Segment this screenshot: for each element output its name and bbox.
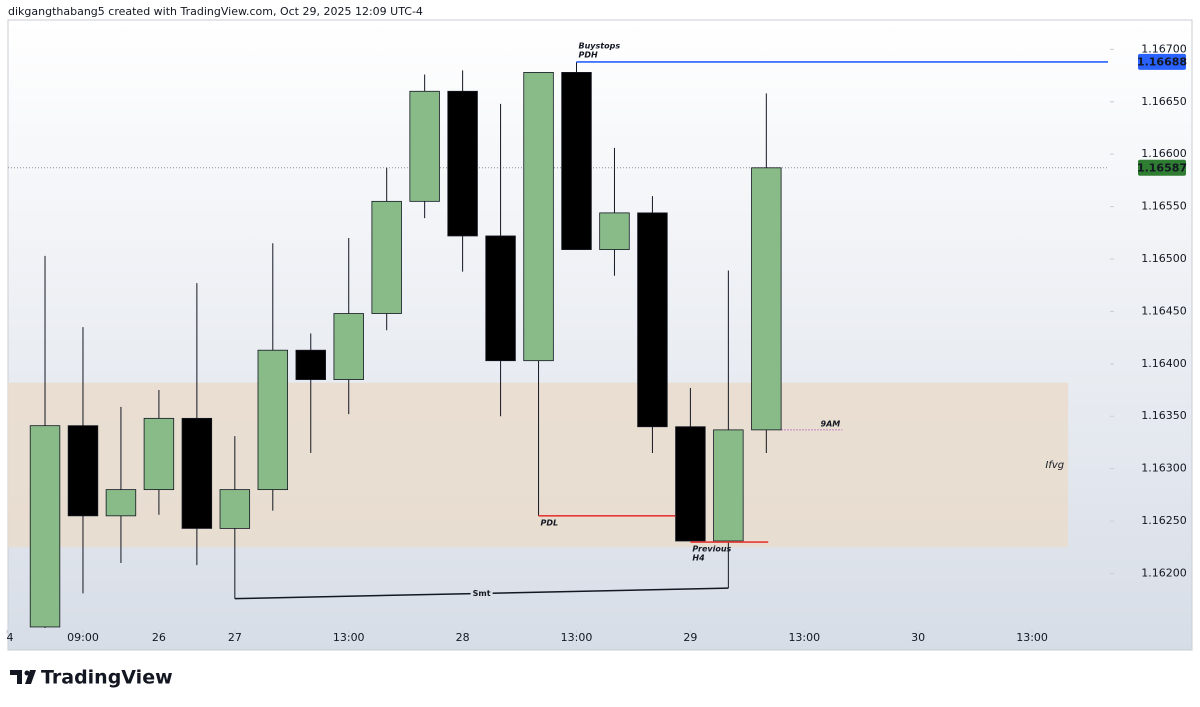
y-tick-label: 1.16350: [1141, 409, 1187, 422]
candle-body: [523, 72, 554, 362]
level-label: 9AM: [821, 419, 841, 428]
level-label: PDL: [541, 518, 559, 527]
candle-body: [485, 235, 516, 362]
x-tick-label: 27: [228, 631, 242, 644]
zone-label: Ifvg: [1045, 460, 1064, 471]
candle-body: [371, 200, 402, 314]
y-tick-label: 1.16700: [1141, 42, 1187, 55]
smt-label-bg: [470, 588, 493, 599]
candle-body: [219, 489, 251, 529]
axes: 1.16200 1.16250 1.16300 1.16350 1.16400 1.164…: [7, 42, 1188, 644]
candle-body: [67, 425, 99, 517]
price-label-box: [1138, 159, 1186, 176]
x-tick-label: 28: [456, 631, 470, 644]
x-tick-label: 13:00: [333, 631, 365, 644]
level-label: PDH: [579, 50, 599, 59]
candle-body: [751, 167, 782, 431]
level-label: H4: [692, 554, 705, 563]
y-tick-label: 1.16550: [1141, 200, 1187, 213]
y-tick-label: 1.16650: [1141, 95, 1187, 108]
candle-body: [257, 349, 289, 491]
candle-body: [143, 417, 175, 491]
y-tick-label: 1.16400: [1141, 357, 1187, 370]
candle-body: [181, 417, 213, 529]
y-tick-label: 1.16600: [1141, 147, 1187, 160]
level-label: Previous: [692, 545, 731, 554]
price-label-text: 1.16688: [1137, 55, 1187, 68]
candle-body: [447, 90, 478, 237]
candle-body: [675, 426, 706, 542]
x-tick-label: 29: [683, 631, 697, 644]
header-text: dikgangthabang5 created with TradingView…: [8, 5, 423, 18]
candle-body: [333, 313, 364, 380]
y-tick-label: 1.16300: [1141, 462, 1187, 475]
smt-label: Smt: [473, 589, 491, 598]
x-tick-label: 30: [911, 631, 925, 644]
y-tick-label: 1.16500: [1141, 252, 1187, 265]
candle-body: [29, 425, 61, 628]
y-tick-label: 1.16250: [1141, 514, 1187, 527]
y-tick-label: 1.16450: [1141, 304, 1187, 317]
chart-background: [7, 19, 1193, 651]
logo-dot: [24, 670, 30, 676]
candle-body: [637, 212, 668, 428]
candle-body: [295, 349, 326, 380]
x-tick-label: 09:00: [67, 631, 99, 644]
price-label-text: 1.16587: [1137, 161, 1187, 174]
logo-icon: [10, 670, 36, 684]
candle-body: [713, 429, 744, 542]
candle-body: [561, 72, 592, 250]
x-tick-label: 13:00: [788, 631, 820, 644]
level-label: Buystops: [579, 41, 621, 50]
y-tick-label: 1.16200: [1141, 566, 1187, 579]
logo-text: TradingView: [41, 667, 173, 689]
candle-body: [105, 489, 137, 517]
candle-body: [409, 90, 440, 202]
candle-body: [599, 212, 630, 250]
x-tick-label: 4: [7, 631, 14, 644]
x-tick-label: 26: [152, 631, 166, 644]
price-label-box: [1138, 53, 1186, 70]
tradingview-logo: TradingView: [10, 667, 173, 689]
x-tick-label: 13:00: [1016, 631, 1048, 644]
x-tick-label: 13:00: [561, 631, 593, 644]
